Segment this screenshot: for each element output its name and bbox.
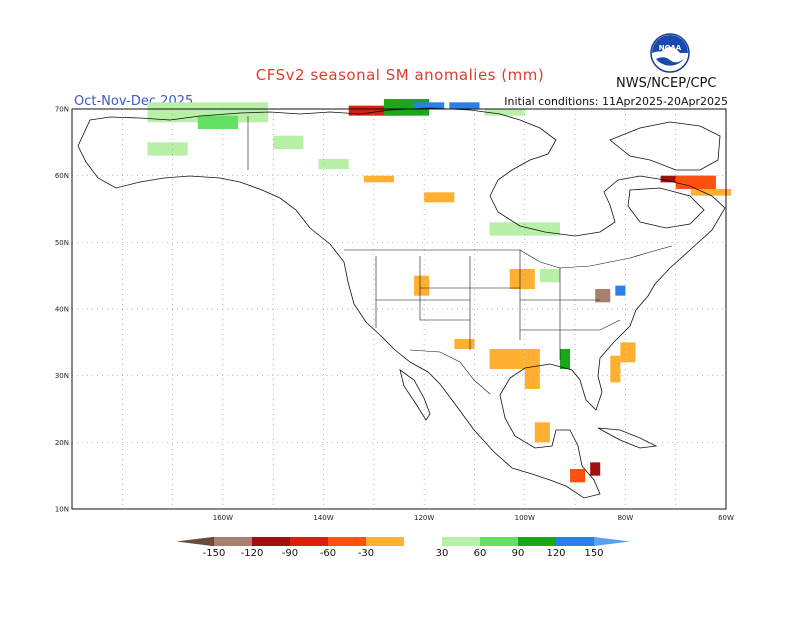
latitude-label: 40N xyxy=(55,306,69,314)
colorbar-swatch xyxy=(518,537,556,546)
anomaly-patch xyxy=(147,102,269,123)
colorbar-arrow-right xyxy=(594,537,630,546)
colorbar-label: -60 xyxy=(320,548,336,559)
anomaly-patch xyxy=(620,342,636,363)
colorbar-swatch xyxy=(442,537,480,546)
initial-conditions: Initial conditions: 11Apr2025-20Apr2025 xyxy=(504,95,728,108)
latitude-label: 10N xyxy=(55,506,69,514)
latitude-label: 20N xyxy=(55,439,69,447)
anomaly-patch xyxy=(559,349,571,369)
colorbar-swatch xyxy=(404,537,442,546)
colorbar-swatch xyxy=(556,537,594,546)
anomaly-patch xyxy=(524,349,540,389)
longitude-label: 60W xyxy=(718,514,734,522)
anomaly-patch xyxy=(318,159,349,169)
noaa-logo: NOAA xyxy=(650,33,690,73)
anomaly-patch xyxy=(197,115,239,129)
longitude-label: 80W xyxy=(617,514,633,522)
latitude-labels: 70N 60N 50N 40N 30N 20N 10N xyxy=(55,106,69,514)
colorbar-label: 30 xyxy=(436,548,449,559)
anomaly-patch xyxy=(534,422,550,443)
latitude-label: 50N xyxy=(55,239,69,247)
colorbar-swatch xyxy=(252,537,290,546)
colorbar-swatch xyxy=(290,537,328,546)
anomaly-patches xyxy=(147,99,732,483)
latitude-label: 60N xyxy=(55,172,69,180)
longitude-label: 160W xyxy=(213,514,233,522)
anomaly-patch xyxy=(509,269,535,289)
anomaly-patch xyxy=(454,339,475,349)
colorbar-label: -150 xyxy=(203,548,226,559)
anomaly-patch xyxy=(273,135,304,149)
colorbar-label: -90 xyxy=(282,548,298,559)
anomaly-patch xyxy=(484,109,525,116)
anomaly-patch xyxy=(539,269,560,283)
colorbar-label: 150 xyxy=(584,548,603,559)
longitude-label: 140W xyxy=(313,514,333,522)
colorbar: -150 -120 -90 -60 -30 30 60 90 120 150 xyxy=(177,536,630,559)
longitude-label: 100W xyxy=(515,514,535,522)
anomaly-patch xyxy=(590,462,601,476)
colorbar-swatch xyxy=(480,537,518,546)
colorbar-swatch xyxy=(214,537,252,546)
map-title: CFSv2 seasonal SM anomalies (mm) xyxy=(255,66,545,84)
colorbar-label: 120 xyxy=(546,548,565,559)
anomaly-patch xyxy=(414,102,445,109)
anomaly-patch xyxy=(610,355,621,383)
colorbar-swatch xyxy=(328,537,366,546)
latitude-label: 30N xyxy=(55,372,69,380)
anomaly-patch xyxy=(449,102,480,109)
anomaly-patch xyxy=(348,105,399,116)
latitude-label: 70N xyxy=(55,106,69,114)
colorbar-label: -120 xyxy=(241,548,264,559)
anomaly-patch xyxy=(414,275,430,296)
anomaly-patch xyxy=(615,285,626,296)
colorbar-label: 90 xyxy=(512,548,525,559)
svg-text:NOAA: NOAA xyxy=(659,44,682,52)
anomaly-patch xyxy=(595,289,611,303)
political-borders xyxy=(247,116,673,395)
anomaly-patch xyxy=(690,189,732,196)
anomaly-patch xyxy=(675,175,716,189)
colorbar-label: -30 xyxy=(358,548,374,559)
coastlines xyxy=(77,107,726,499)
colorbar-arrow-left xyxy=(177,536,215,547)
longitude-label: 120W xyxy=(414,514,434,522)
anomaly-patch xyxy=(363,175,394,183)
anomaly-patch xyxy=(147,142,188,156)
longitude-labels: 160W 140W 120W 100W 80W 60W xyxy=(213,514,734,522)
agency-label: NWS/NCEP/CPC xyxy=(616,76,717,91)
anomaly-patch xyxy=(489,349,525,369)
anomaly-patch xyxy=(424,192,455,203)
colorbar-label: 60 xyxy=(474,548,487,559)
anomaly-patch xyxy=(570,469,586,483)
graticule xyxy=(72,109,726,509)
colorbar-swatch xyxy=(366,537,404,546)
